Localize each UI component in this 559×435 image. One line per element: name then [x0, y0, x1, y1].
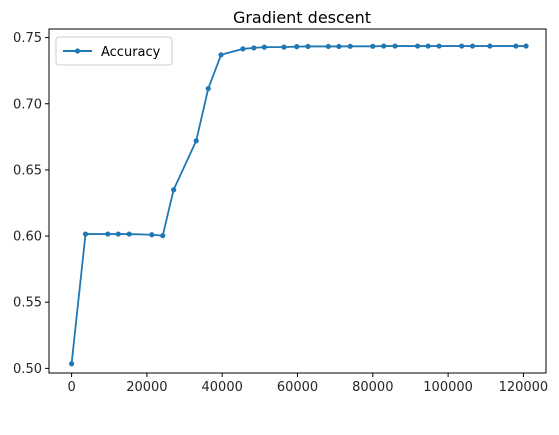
- data-point: [425, 43, 431, 49]
- chart-title: Gradient descent: [233, 8, 371, 27]
- x-tick-label: 60000: [277, 380, 318, 395]
- data-point: [193, 138, 199, 144]
- data-point: [305, 43, 311, 50]
- data-point: [325, 43, 331, 50]
- y-tick-label: 0.75: [13, 31, 42, 46]
- data-point: [281, 44, 287, 50]
- data-point: [513, 43, 519, 49]
- x-tick-label: 100000: [423, 380, 473, 395]
- legend-marker-swatch: [74, 48, 81, 54]
- data-point: [347, 43, 353, 49]
- y-tick-label: 0.50: [13, 362, 42, 377]
- data-point: [370, 43, 376, 49]
- axes-frame: [48, 28, 547, 374]
- data-point: [469, 43, 476, 49]
- y-tick-label: 0.60: [13, 230, 42, 245]
- legend-label: Accuracy: [101, 45, 161, 60]
- data-point: [160, 233, 166, 239]
- x-tick-label: 0: [67, 380, 75, 395]
- data-point: [68, 361, 75, 367]
- legend: Accuracy: [55, 36, 173, 66]
- data-point: [205, 85, 211, 92]
- data-point: [523, 43, 529, 49]
- data-point: [436, 43, 442, 49]
- data-point: [251, 45, 257, 51]
- data-point: [105, 231, 111, 237]
- y-tick-label: 0.65: [13, 163, 42, 178]
- data-point: [82, 231, 89, 237]
- data-point: [115, 231, 121, 237]
- data-point: [240, 46, 246, 52]
- y-tick-label: 0.55: [13, 296, 42, 311]
- data-point: [392, 43, 398, 49]
- legend-box: [55, 36, 173, 66]
- data-point: [381, 43, 387, 49]
- data-point: [261, 44, 267, 50]
- data-point: [415, 43, 421, 49]
- data-point: [126, 231, 132, 237]
- x-tick-label: 120000: [499, 380, 549, 395]
- data-point: [459, 43, 465, 49]
- data-point: [336, 43, 342, 50]
- x-tick-label: 80000: [352, 380, 393, 395]
- data-point: [218, 52, 224, 58]
- data-point: [487, 43, 493, 49]
- data-point: [149, 232, 155, 238]
- y-tick-label: 0.70: [13, 97, 42, 112]
- x-tick-label: 20000: [126, 380, 167, 395]
- x-tick-label: 40000: [202, 380, 243, 395]
- data-point: [294, 44, 300, 50]
- plot-area: [68, 43, 529, 367]
- data-point: [171, 187, 177, 193]
